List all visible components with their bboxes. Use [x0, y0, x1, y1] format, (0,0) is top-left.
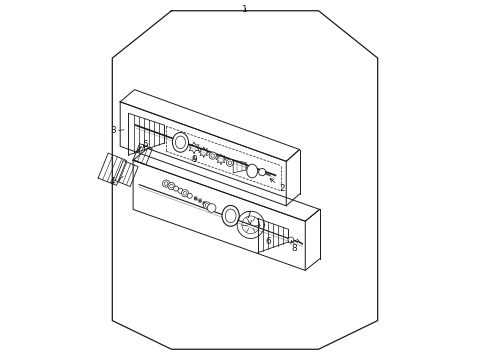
Text: 9: 9	[191, 155, 197, 164]
Circle shape	[259, 168, 266, 176]
Circle shape	[170, 184, 173, 188]
Ellipse shape	[222, 206, 239, 226]
Ellipse shape	[172, 132, 189, 152]
Text: 5: 5	[143, 140, 148, 149]
Circle shape	[288, 237, 294, 243]
Circle shape	[207, 204, 216, 212]
Circle shape	[181, 190, 189, 197]
Circle shape	[163, 180, 170, 187]
Text: 8: 8	[291, 241, 297, 253]
Text: 6: 6	[266, 237, 271, 246]
Circle shape	[211, 154, 215, 157]
Ellipse shape	[247, 164, 258, 178]
Circle shape	[187, 193, 192, 198]
Circle shape	[203, 202, 211, 209]
Text: 4: 4	[109, 177, 115, 186]
Circle shape	[183, 192, 187, 195]
Circle shape	[228, 161, 232, 165]
Ellipse shape	[175, 136, 186, 149]
Circle shape	[226, 159, 234, 166]
Circle shape	[209, 152, 216, 159]
Text: 7: 7	[245, 211, 251, 224]
Circle shape	[168, 183, 175, 190]
Circle shape	[164, 182, 168, 185]
Ellipse shape	[225, 209, 236, 223]
Circle shape	[205, 204, 209, 207]
Circle shape	[178, 188, 183, 193]
Text: 2: 2	[270, 179, 286, 193]
Circle shape	[173, 186, 179, 191]
Text: 3: 3	[110, 126, 116, 135]
Text: 1: 1	[242, 5, 248, 14]
